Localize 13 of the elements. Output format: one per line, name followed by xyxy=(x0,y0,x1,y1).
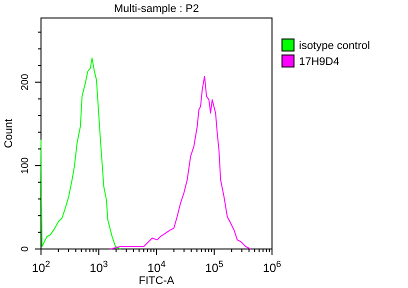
y-tick-label: 0 xyxy=(20,246,31,252)
y-tick-label: 200 xyxy=(20,73,31,91)
y-axis-title: Count xyxy=(3,118,15,148)
x-tick-label: 10$^{5}$ xyxy=(205,259,224,275)
legend-label: 17H9D4 xyxy=(299,56,340,68)
x-tick-label: 10$^{2}$ xyxy=(32,259,50,275)
x-axis-title: FITC-A xyxy=(138,275,175,287)
legend-label: isotype control xyxy=(299,40,370,52)
chart-title: Multi-sample : P2 xyxy=(114,3,199,15)
x-tick-label: 10$^{4}$ xyxy=(147,259,166,275)
x-tick-label: 10$^{6}$ xyxy=(262,259,282,275)
x-tick-label: 10$^{3}$ xyxy=(90,259,108,275)
y-tick-label: 100 xyxy=(20,156,31,174)
